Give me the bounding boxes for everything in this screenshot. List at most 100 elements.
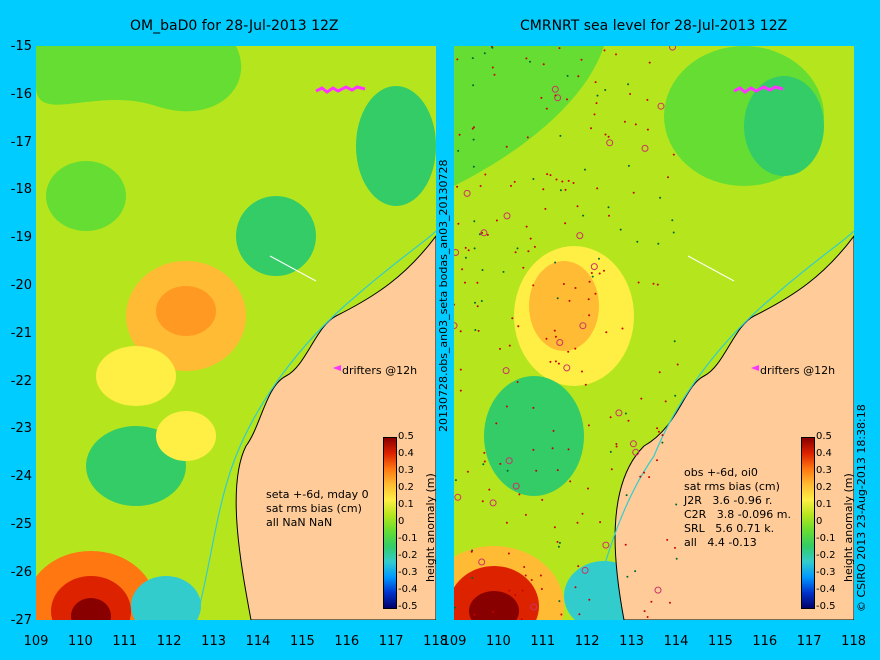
lat-tick: -17 [10,134,32,150]
colorbar-tick: 0.2 [398,482,414,493]
obs-point [546,173,549,176]
right-info-line-5: SRL 5.6 0.71 k. [684,522,775,535]
lat-tick: -25 [10,517,32,532]
obs-point [486,233,489,236]
lat-tick: -21 [10,325,32,341]
obs-point [529,237,532,240]
obs-point [535,469,538,472]
obs-point [646,98,649,101]
colorbar-tick: -0.3 [816,567,836,578]
obs-point [615,409,623,417]
isobath-line [588,230,854,620]
lon-tick: 109 [441,634,467,649]
obs-point [625,494,628,497]
green-patch [36,46,242,112]
obs-point [643,471,645,474]
obs-point [557,545,560,548]
obs-point [473,220,476,223]
obs-point [603,49,606,52]
obs-point [581,512,584,515]
obs-point [533,245,536,248]
obs-point [522,266,525,269]
lat-tick: -19 [10,230,32,246]
left-info-box: seta +-6d, mday 0 sat rms bias (cm) all Na… [266,488,369,530]
obs-point [474,329,477,331]
obs-point [471,127,474,130]
lon-tick: 112 [574,634,600,649]
obs-point [667,176,669,179]
left-colorbar [383,437,397,609]
drifter-tracks [733,85,784,94]
lat-tick: -15 [10,39,32,54]
obs-point [563,364,571,372]
colorbar-tick: -0.5 [816,601,836,612]
obs-point [675,503,678,506]
obs-point [632,448,640,456]
lon-tick: 116 [752,634,778,649]
obs-point [627,83,630,86]
obs-point [499,347,501,350]
obs-point [556,339,564,346]
obs-point [669,601,671,604]
cool-eddy [484,376,584,496]
obs-point [564,222,567,225]
obs-point [506,469,509,472]
obs-point [590,263,598,271]
obs-point [559,134,562,137]
obs-point [553,329,556,332]
obs-point [523,566,526,568]
obs-point [587,298,590,301]
obs-point [588,314,591,317]
obs-point [598,272,601,275]
obs-point [541,498,544,501]
obs-point [634,123,637,126]
copyright-label: © CSIRO 2013 23-Aug-2013 18:38:18 [855,404,868,612]
colorbar-tick: -0.1 [816,533,836,544]
lon-tick: 117 [796,634,822,649]
lon-tick: 110 [67,634,93,649]
obs-point [525,225,528,228]
obs-point [454,493,462,501]
obs-point [549,360,552,363]
obs-point [508,344,511,347]
right-panel-title: CMRNRT sea level for 28-Jul-2013 12Z [520,18,788,34]
right-info-line-4: C2R 3.8 -0.096 m. [684,508,791,521]
obs-point [594,81,597,84]
obs-point [499,462,502,465]
obs-point [666,538,669,541]
obs-point [459,368,462,371]
obs-point [627,419,630,422]
obs-point [579,322,587,330]
obs-point [493,73,496,76]
obs-point [603,269,605,272]
obs-point [463,189,471,197]
obs-point [520,618,523,620]
obs-point [512,482,520,490]
obs-point [514,594,517,596]
obs-point [629,440,637,448]
obs-point [524,513,527,516]
obs-point [554,360,557,363]
obs-point [567,350,570,353]
right-map-svg [454,46,854,620]
obs-point [588,280,591,283]
obs-point [640,397,643,400]
obs-point [656,459,658,462]
obs-point [661,441,664,444]
obs-point [544,207,547,210]
colorbar-tick: -0.2 [816,550,836,561]
obs-point [657,102,665,110]
obs-point [526,136,529,139]
obs-point [525,57,528,60]
obs-point [619,228,622,231]
obs-point [641,144,649,152]
obs-point [599,521,602,524]
obs-point [502,367,510,375]
drifter-marker [751,365,759,371]
warm-eddy-south-center [469,591,519,620]
obs-point [577,75,580,78]
obs-point [650,600,653,603]
lat-tick: -26 [10,564,32,580]
obs-point [472,138,475,141]
colorbar-tick: 0 [816,516,823,527]
